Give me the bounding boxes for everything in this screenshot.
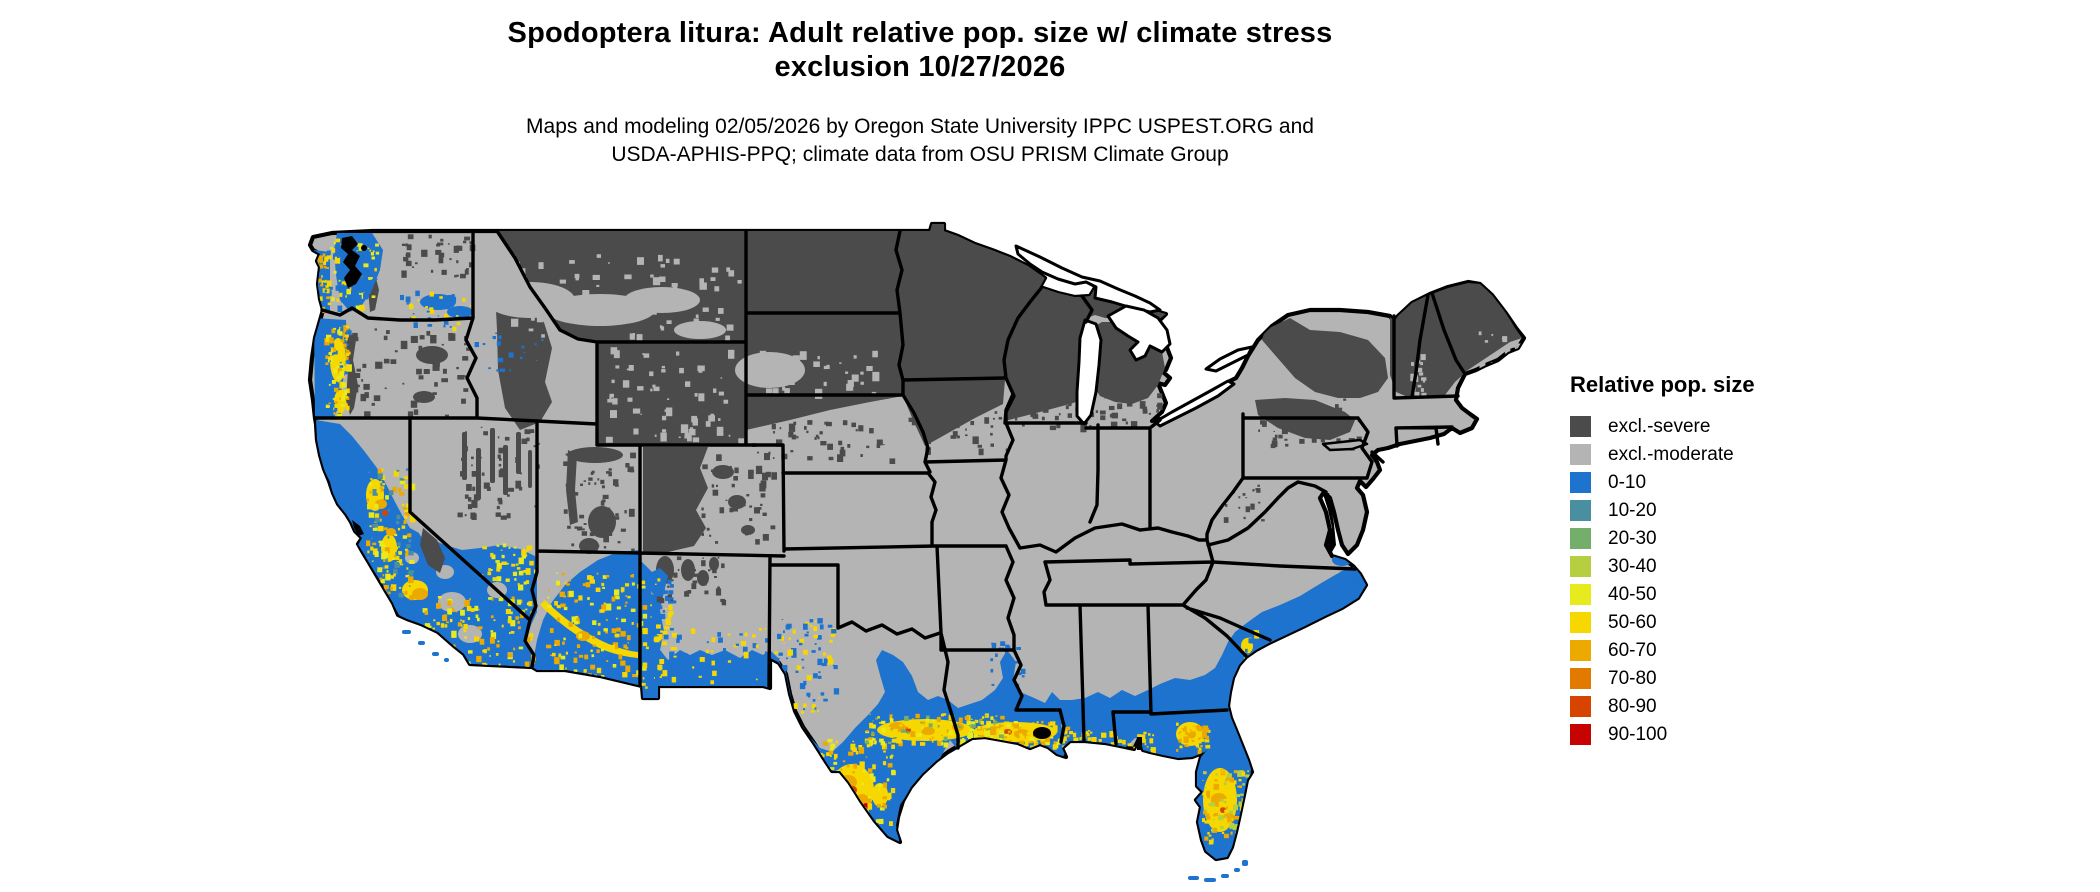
- long-island: [1321, 438, 1369, 452]
- legend-color-swatch: [1570, 667, 1591, 689]
- map-islands: [402, 630, 1248, 882]
- legend-item-label: 0-10: [1608, 471, 1647, 493]
- map-title-line1: Spodoptera litura: Adult relative pop. s…: [507, 17, 1333, 49]
- legend-title: Relative pop. size: [1570, 372, 1755, 397]
- legend-color-swatch: [1570, 555, 1591, 577]
- legend-color-swatch: [1570, 611, 1591, 633]
- legend-item: 50-60: [1570, 608, 1755, 636]
- legend-item: 80-90: [1570, 692, 1755, 720]
- map-subtitle-line2: USDA-APHIS-PPQ; climate data from OSU PR…: [611, 143, 1229, 166]
- legend-item-label: 50-60: [1608, 611, 1657, 633]
- legend-item-label: 80-90: [1608, 695, 1657, 717]
- legend-item: excl.-moderate: [1570, 440, 1755, 468]
- legend-item-label: excl.-moderate: [1608, 443, 1734, 465]
- legend-item: 0-10: [1570, 468, 1755, 496]
- legend-item-label: 10-20: [1608, 499, 1657, 521]
- great-lakes: [1014, 244, 1254, 428]
- legend-item-label: 90-100: [1608, 723, 1668, 745]
- legend-color-swatch: [1570, 443, 1591, 465]
- legend-item-label: excl.-severe: [1608, 415, 1711, 437]
- legend-color-swatch: [1570, 583, 1591, 605]
- legend-item-label: 40-50: [1608, 583, 1657, 605]
- legend-item: 70-80: [1570, 664, 1755, 692]
- legend-item: 30-40: [1570, 552, 1755, 580]
- legend-items: excl.-severe excl.-moderate 0-10 10-20 2…: [1570, 412, 1755, 748]
- legend-item-label: 20-30: [1608, 527, 1657, 549]
- legend-color-swatch: [1570, 415, 1591, 437]
- map-title-line2: exclusion 10/27/2026: [774, 51, 1066, 83]
- legend-color-swatch: [1570, 527, 1591, 549]
- legend-item: 60-70: [1570, 636, 1755, 664]
- legend-color-swatch: [1570, 723, 1591, 745]
- legend-item-label: 60-70: [1608, 639, 1657, 661]
- state-borders: [313, 229, 1467, 750]
- map-title: Spodoptera litura: Adult relative pop. s…: [0, 16, 1840, 84]
- legend-item: 40-50: [1570, 580, 1755, 608]
- sierra-crest: [420, 528, 445, 573]
- map-subtitle-line1: Maps and modeling 02/05/2026 by Oregon S…: [526, 115, 1314, 138]
- legend-color-swatch: [1570, 695, 1591, 717]
- legend-item-label: 70-80: [1608, 667, 1657, 689]
- legend-item: 90-100: [1570, 720, 1755, 748]
- coastal-waterways: [341, 236, 1336, 750]
- legend-color-swatch: [1570, 471, 1591, 493]
- legend-item: 10-20: [1570, 496, 1755, 524]
- legend-item: excl.-severe: [1570, 412, 1755, 440]
- legend-color-swatch: [1570, 639, 1591, 661]
- map-subtitle: Maps and modeling 02/05/2026 by Oregon S…: [0, 113, 1840, 169]
- legend-item-label: 30-40: [1608, 555, 1657, 577]
- legend-color-swatch: [1570, 499, 1591, 521]
- legend: Relative pop. size excl.-severe excl.-mo…: [1570, 372, 1755, 748]
- legend-item: 20-30: [1570, 524, 1755, 552]
